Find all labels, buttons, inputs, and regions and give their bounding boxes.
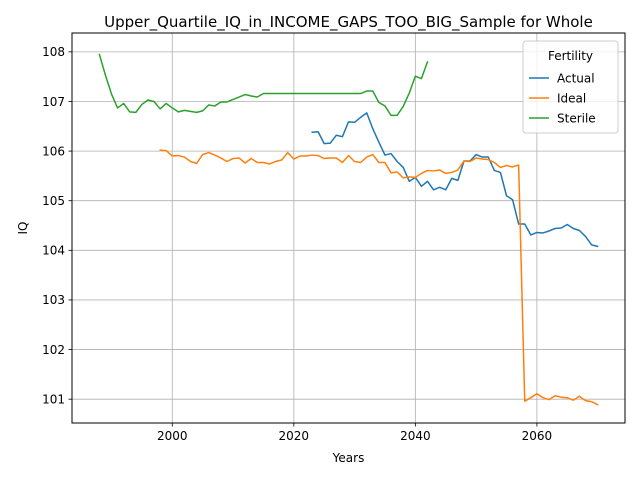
series-line-ideal [159,149,599,406]
y-tick-label: 108 [42,45,65,59]
y-tick-label: 107 [42,95,65,109]
series-lines [98,53,599,406]
legend-box [522,40,619,134]
x-tick-label: 2000 [157,429,188,443]
legend-label-ideal: Ideal [557,91,586,105]
series-line-actual [311,112,599,248]
y-tick-label: 106 [42,144,65,158]
axis-ticks: 2000 2020 2040 2060 101 102 103 104 105 106 107 108 [42,45,552,443]
plot-area-frame [71,32,626,424]
legend: Fertility Actual Ideal Sterile [522,40,619,134]
y-tick-label: 101 [42,392,65,406]
chart-title: Upper_Quartile_IQ_in_INCOME_GAPS_TOO_BIG… [104,13,593,32]
legend-title: Fertility [548,49,593,63]
x-tick-label: 2040 [400,429,431,443]
legend-entries: Actual Ideal Sterile [529,71,596,125]
x-axis-label: Years [332,451,365,465]
y-tick-label: 103 [42,293,65,307]
x-tick-label: 2060 [522,429,553,443]
series-line-sterile [98,53,429,117]
y-tick-label: 104 [42,244,65,258]
legend-label-sterile: Sterile [557,111,596,125]
y-tick-label: 105 [42,194,65,208]
legend-label-actual: Actual [557,71,595,85]
x-tick-label: 2020 [279,429,310,443]
y-axis-label: IQ [16,222,30,235]
y-tick-label: 102 [42,343,65,357]
